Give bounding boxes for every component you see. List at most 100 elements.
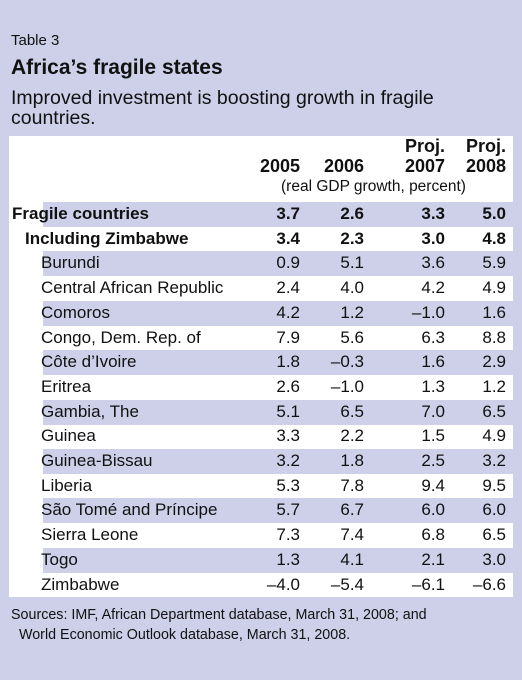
- row-value: 3.7: [276, 204, 300, 223]
- table-row: Zimbabwe –4.0 –5.4 –6.1 –6.6: [9, 573, 513, 598]
- row-value: 7.4: [340, 525, 364, 545]
- row-value: 8.8: [482, 327, 506, 347]
- table-row: Gambia, The 5.1 6.5 7.0 6.5: [9, 399, 513, 425]
- row-value: 7.8: [340, 475, 364, 495]
- table-row: Burundi 0.9 5.1 3.6 5.9: [9, 251, 513, 277]
- row-label: Fragile countries: [12, 204, 149, 223]
- row-stripe: [43, 547, 513, 573]
- table-row: Comoros 4.2 1.2 –1.0 1.6: [9, 300, 513, 326]
- row-value: 1.6: [482, 302, 506, 322]
- row-value: 1.2: [340, 302, 364, 322]
- row-value: 1.5: [421, 426, 445, 446]
- column-year-header: 2007: [404, 156, 445, 176]
- row-value: 9.4: [421, 475, 445, 495]
- row-label: Including Zimbabwe: [25, 228, 189, 248]
- row-value: 2.4: [276, 278, 300, 298]
- column-projection-label: Proj.: [404, 136, 445, 156]
- row-value: 5.1: [276, 401, 300, 421]
- row-value: 5.0: [482, 204, 506, 223]
- header-projection-row: Proj. Proj.: [9, 136, 513, 156]
- row-value: 6.0: [421, 500, 445, 520]
- row-value: 0.9: [276, 253, 300, 273]
- row-value: 4.2: [421, 278, 445, 298]
- row-value: 3.3: [276, 426, 300, 446]
- row-value: –0.3: [330, 352, 364, 372]
- row-stripe: [43, 202, 513, 227]
- table-row: Including Zimbabwe 3.4 2.3 3.0 4.8: [9, 227, 513, 252]
- table-row: Togo 1.3 4.1 2.1 3.0: [9, 547, 513, 573]
- row-label: Eritrea: [41, 376, 92, 396]
- table-row: Central African Republic 2.4 4.0 4.2 4.9: [9, 276, 513, 301]
- table-row: Fragile countries 3.7 2.6 3.3 5.0: [9, 202, 513, 227]
- row-value: –6.6: [472, 574, 506, 594]
- row-stripe: [43, 449, 513, 474]
- table-row: Sierra Leone 7.3 7.4 6.8 6.5: [9, 523, 513, 548]
- table-row: Congo, Dem. Rep. of 7.9 5.6 6.3 8.8: [9, 326, 513, 351]
- row-value: 9.5: [482, 475, 506, 495]
- row-value: 4.9: [482, 426, 506, 446]
- table-row: Guinea-Bissau 3.2 1.8 2.5 3.2: [9, 449, 513, 474]
- row-value: 6.7: [340, 500, 364, 520]
- row-value: 2.5: [421, 451, 445, 470]
- row-value: 2.3: [340, 228, 364, 248]
- column-year-header: 2008: [465, 156, 506, 176]
- row-value: 4.9: [482, 278, 506, 298]
- header-year-row: 2005 2006 2007 2008: [9, 156, 513, 176]
- row-label: Congo, Dem. Rep. of: [41, 327, 201, 347]
- row-value: 1.8: [276, 352, 300, 372]
- column-projection-label: Proj.: [465, 136, 506, 156]
- row-value: 6.8: [421, 525, 445, 545]
- row-value: –6.1: [411, 574, 445, 594]
- table-row: Liberia 5.3 7.8 9.4 9.5: [9, 474, 513, 499]
- row-stripe: [43, 251, 513, 277]
- row-label: Guinea: [41, 426, 96, 446]
- row-value: 7.3: [276, 525, 300, 545]
- row-value: 4.2: [276, 302, 300, 322]
- table-row: São Tomé and Príncipe 5.7 6.7 6.0 6.0: [9, 498, 513, 524]
- row-label: Comoros: [41, 302, 110, 322]
- row-value: 3.0: [421, 228, 445, 248]
- table-row: Guinea 3.3 2.2 1.5 4.9: [9, 424, 513, 449]
- row-value: –4.0: [266, 574, 300, 594]
- row-label: Zimbabwe: [41, 574, 120, 594]
- row-value: 4.1: [340, 549, 364, 569]
- column-year-header: 2005: [259, 156, 300, 176]
- row-value: 1.3: [421, 376, 445, 396]
- row-value: 2.1: [421, 549, 445, 569]
- row-value: 6.5: [340, 401, 364, 421]
- row-value: –5.4: [330, 574, 364, 594]
- row-label: Burundi: [41, 253, 100, 273]
- row-value: 1.2: [482, 376, 506, 396]
- row-value: 5.1: [340, 253, 364, 273]
- table-title: Africa’s fragile states: [11, 56, 223, 79]
- row-stripe: [43, 399, 513, 425]
- row-value: 7.0: [421, 401, 445, 421]
- row-value: 4.0: [340, 278, 364, 298]
- row-value: 2.9: [482, 352, 506, 372]
- row-value: –1.0: [411, 302, 445, 322]
- table-row: Côte d’Ivoire 1.8 –0.3 1.6 2.9: [9, 350, 513, 376]
- row-value: 6.5: [482, 525, 506, 545]
- row-value: 4.8: [482, 228, 506, 248]
- row-value: 6.5: [482, 401, 506, 421]
- row-label: Côte d’Ivoire: [41, 352, 137, 372]
- row-label: Sierra Leone: [41, 525, 139, 545]
- row-value: 5.9: [482, 253, 506, 273]
- table-subtitle: Improved investment is boosting growth i…: [11, 87, 434, 129]
- row-value: 3.2: [276, 451, 300, 470]
- data-table: Proj. Proj. 2005 2006 2007 2008 (real GD…: [9, 136, 513, 597]
- row-stripe: [43, 300, 513, 326]
- row-value: 6.3: [421, 327, 445, 347]
- row-value: 3.2: [482, 451, 506, 470]
- row-label: Guinea-Bissau: [41, 451, 153, 470]
- row-label: Gambia, The: [41, 401, 139, 421]
- row-stripe: [43, 350, 513, 376]
- source-line: World Economic Outlook database, March 3…: [19, 627, 351, 643]
- row-value: 3.0: [482, 549, 506, 569]
- column-year-header: 2006: [323, 156, 364, 176]
- row-value: 2.6: [276, 376, 300, 396]
- row-value: 5.6: [340, 327, 364, 347]
- table-row: Eritrea 2.6 –1.0 1.3 1.2: [9, 375, 513, 400]
- row-value: 1.8: [340, 451, 364, 470]
